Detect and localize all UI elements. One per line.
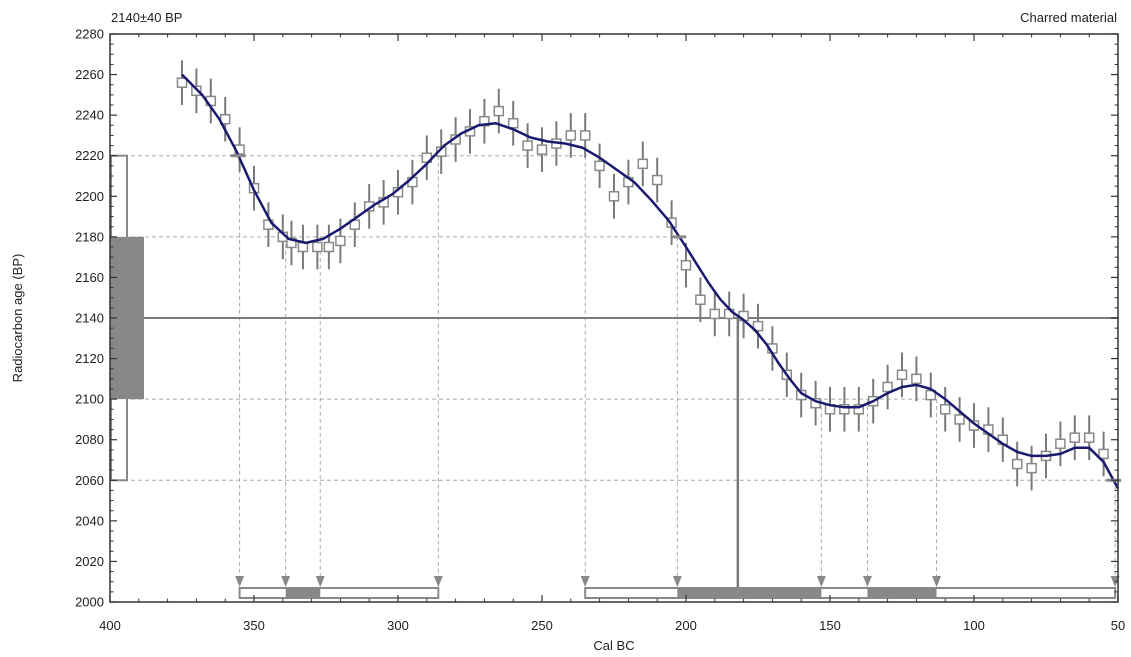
y-tick-label: 2140 [75,311,104,326]
two-sigma-cal-range [584,587,1117,599]
top-left-label: 2140±40 BP [111,10,182,25]
data-point [709,308,721,320]
foreground-layer [110,154,1122,599]
x-tick-label: 100 [963,618,985,633]
data-point [925,389,937,401]
data-point [1083,432,1095,443]
data-point [1026,462,1037,474]
data-point [839,404,850,415]
y-axis-title: Radiocarbon age (BP) [10,254,25,383]
x-axis-title: Cal BC [593,638,634,653]
data-point [507,118,519,129]
data-point [752,320,764,332]
data-point [853,404,865,415]
y-tick-label: 2260 [75,67,104,82]
y-tick-label: 2280 [75,27,104,42]
data-point [882,381,893,393]
data-point [680,260,692,271]
x-tick-label: 250 [531,618,553,633]
calibration-curve-layer [181,73,1120,489]
y-tick-label: 2180 [75,229,104,244]
x-tick-label: 300 [387,618,409,633]
data-point [312,241,323,253]
arrowhead [580,576,590,587]
data-point [637,158,649,170]
data-point [594,160,605,172]
data-point [522,140,533,151]
y-tick-label: 2020 [75,554,104,569]
data-point [1011,458,1023,470]
data-point [695,294,706,305]
one-sigma-cal-range [285,588,321,598]
arrowhead [235,576,245,587]
y-tick-label: 2160 [75,270,104,285]
y-tick-label: 2220 [75,148,104,163]
y-tick-label: 2200 [75,189,104,204]
data-point [536,144,548,155]
x-tick-label: 200 [675,618,697,633]
data-point [579,130,591,141]
data-point [954,414,965,425]
data-point [493,105,505,117]
data-point [323,241,335,253]
arrowhead [433,576,443,587]
arrowhead [932,576,942,587]
data-point [608,191,620,202]
x-tick-label: 350 [243,618,265,633]
data-points [176,77,1109,474]
one-sigma-cal-range [677,588,822,598]
y-tick-label: 2120 [75,351,104,366]
data-point [349,219,361,230]
y-tick-label: 2040 [75,513,104,528]
data-point [1055,438,1066,450]
arrowhead [862,576,872,587]
data-point [335,235,346,247]
calibration-curve [181,73,1120,489]
data-point [651,174,663,186]
data-point [565,130,577,141]
y-tick-label: 2060 [75,473,104,488]
x-tick-label: 400 [99,618,121,633]
arrowhead [816,576,826,587]
y-tick-label: 2240 [75,108,104,123]
arrowhead [281,576,291,587]
data-point [939,404,951,415]
y-tick-label: 2000 [75,595,104,610]
data-point [896,369,908,381]
top-right-label: Charred material [1020,10,1117,25]
data-point [176,77,188,88]
background-layer [110,155,1118,593]
one-sigma-cal-range [867,588,937,598]
x-tick-label: 150 [819,618,841,633]
data-point [1069,432,1081,443]
y-tick-label: 2100 [75,392,104,407]
data-point [911,373,922,385]
y-tick-label: 2080 [75,432,104,447]
two-sigma-cal-range [238,587,440,599]
data-point [1098,448,1109,460]
arrowhead [315,576,325,587]
arrowhead [672,576,682,587]
x-tick-label: 50 [1111,618,1125,633]
axes: 2000 2020 2040 2060 2080 2100 2120 2140 2160 2180… [75,27,1125,634]
